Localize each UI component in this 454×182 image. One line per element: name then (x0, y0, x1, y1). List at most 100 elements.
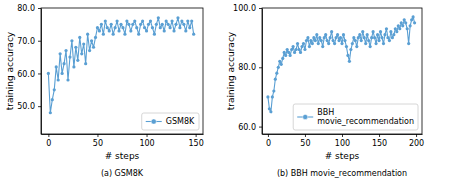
point (180, 19, 183, 22)
point (391, 36, 394, 39)
tick-mark (342, 134, 343, 137)
point (115, 19, 118, 22)
plot-area (266, 15, 416, 113)
x-axis: 050100150 (42, 134, 204, 148)
point (178, 26, 181, 29)
point (169, 26, 172, 29)
point (76, 59, 79, 62)
tick-label: 70.0 (17, 37, 35, 46)
point (127, 23, 130, 26)
point (145, 29, 148, 32)
point (72, 65, 75, 68)
point (357, 36, 360, 39)
point (121, 26, 124, 29)
tick: 70.0 (17, 37, 41, 46)
figure: 05010015050.060.070.080.0# stepstraining… (0, 0, 454, 182)
tick-mark (259, 127, 262, 128)
point (369, 45, 372, 48)
tick-label: 50 (300, 139, 310, 148)
tick-mark (416, 134, 417, 137)
point (277, 66, 280, 69)
point (297, 48, 300, 51)
point (59, 52, 62, 55)
point (163, 29, 166, 32)
legend-box (142, 113, 199, 130)
point (302, 42, 305, 45)
point (274, 78, 277, 81)
point (333, 42, 336, 45)
point (382, 42, 385, 45)
point (397, 24, 400, 27)
point (403, 18, 406, 21)
point (135, 26, 138, 29)
point (392, 33, 395, 36)
point (78, 36, 81, 39)
point (361, 30, 364, 33)
point (320, 39, 323, 42)
point (172, 29, 175, 32)
panel: 05010015050.060.070.080.0# stepstraining… (5, 4, 204, 178)
point (94, 36, 97, 39)
point (413, 21, 416, 24)
point (123, 33, 126, 36)
point (68, 55, 71, 58)
point (61, 72, 64, 75)
tick: 80.0 (17, 4, 41, 13)
point (290, 48, 293, 51)
point (389, 30, 392, 33)
tick-label: 100 (139, 139, 154, 148)
tick-mark (268, 134, 269, 137)
point (110, 23, 113, 26)
point (337, 39, 340, 42)
tick: 50.0 (17, 102, 41, 111)
tick: 200 (409, 134, 424, 148)
point (137, 33, 140, 36)
point (86, 33, 89, 36)
tick-mark (259, 67, 262, 68)
point (64, 49, 67, 52)
point (339, 36, 342, 39)
point (112, 33, 115, 36)
point (294, 48, 297, 51)
legend-label: BBHmovie_recommendation (317, 108, 414, 126)
point (170, 19, 173, 22)
tick: 80.0 (238, 63, 262, 72)
point (343, 39, 346, 42)
point (308, 45, 311, 48)
point (98, 29, 101, 32)
point (358, 33, 361, 36)
frame (41, 8, 203, 134)
tick-label: 60.0 (238, 123, 256, 132)
point (104, 19, 107, 22)
point (49, 111, 52, 114)
x-axis-label: # steps (325, 151, 360, 161)
point (323, 36, 326, 39)
point (327, 42, 330, 45)
point (47, 72, 50, 75)
point (62, 62, 65, 65)
series-line (268, 17, 415, 112)
point (374, 42, 377, 45)
point (283, 51, 286, 54)
tick: 60.0 (17, 70, 41, 79)
x-axis: 050100150200 (263, 134, 425, 148)
point (153, 33, 156, 36)
panel: 05010015020060.080.0100.0# stepstraining… (226, 4, 424, 178)
point (404, 21, 407, 24)
point (379, 30, 382, 33)
point (394, 27, 397, 30)
point (352, 36, 355, 39)
point (186, 19, 189, 22)
point (141, 19, 144, 22)
point (364, 42, 367, 45)
tick-mark (97, 134, 98, 137)
point (114, 26, 117, 29)
point (139, 23, 142, 26)
point (280, 63, 283, 66)
point (383, 33, 386, 36)
legend-marker (151, 119, 156, 124)
point (300, 45, 303, 48)
point (151, 26, 154, 29)
point (161, 23, 164, 26)
point (108, 29, 111, 32)
